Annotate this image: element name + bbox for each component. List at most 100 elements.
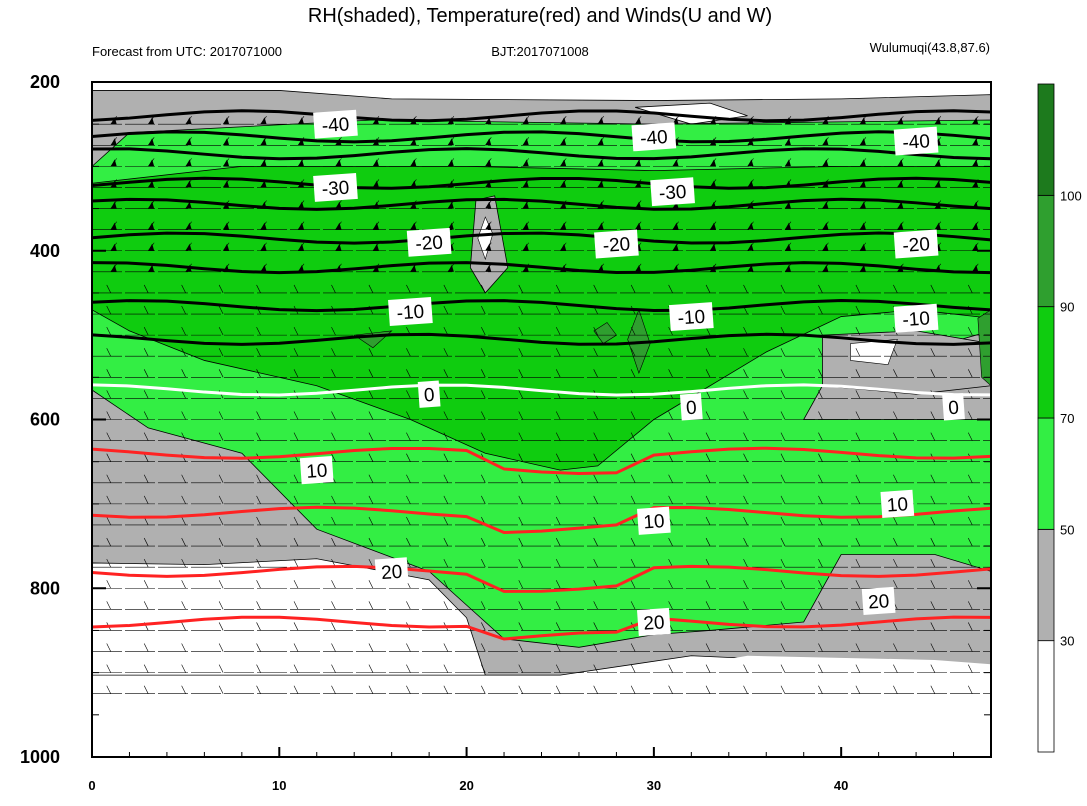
wind-barb: [256, 622, 261, 631]
wind-barb: [968, 411, 973, 420]
wind-barb-flag: [672, 222, 679, 230]
wind-barb-flag: [110, 264, 117, 272]
wind-barb: [855, 559, 861, 568]
wind-barb: [368, 474, 374, 483]
contour-label-text: 20: [643, 612, 666, 634]
wind-barb: [181, 601, 186, 610]
wind-barb: [555, 537, 561, 547]
wind-barb: [668, 474, 673, 483]
wind-barb: [481, 305, 486, 315]
wind-barb: [855, 326, 861, 336]
wind-barb-flag: [747, 243, 754, 251]
wind-barb-flag: [710, 222, 717, 230]
wind-barb: [630, 348, 636, 357]
wind-barb: [368, 390, 374, 399]
wind-barb: [705, 664, 711, 673]
wind-barb: [518, 348, 524, 357]
wind-barb: [818, 390, 823, 399]
wind-barb: [331, 685, 336, 694]
wind-barb: [930, 580, 936, 589]
wind-barb: [143, 601, 149, 610]
wind-barb-flag: [672, 159, 679, 167]
wind-barb: [218, 432, 224, 441]
wind-barb: [968, 580, 973, 589]
contour-label-box: [631, 122, 677, 152]
rh-band-0-30-lower-right: [635, 655, 991, 676]
wind-barb: [743, 580, 748, 589]
wind-barb-flag: [148, 243, 155, 251]
wind-barb: [593, 474, 598, 483]
wind-barb: [181, 622, 186, 631]
wind-barb-flag: [260, 159, 267, 167]
colorbar-swatch: [1037, 194, 1055, 308]
wind-barb: [818, 432, 823, 441]
wind-barb-flag: [335, 222, 342, 230]
wind-barb-flag: [110, 201, 117, 209]
contour-label-box: [313, 173, 358, 202]
wind-barb: [481, 495, 486, 505]
wind-barb-flag: [223, 117, 230, 125]
wind-barb: [218, 348, 224, 357]
wind-barb: [555, 453, 561, 462]
wind-barb-flag: [260, 243, 267, 251]
wind-barb-flag: [372, 243, 379, 251]
wind-barb-flag: [635, 222, 642, 230]
contour-label-text: -20: [902, 234, 931, 257]
wind-barb: [218, 516, 224, 526]
wind-barb: [893, 432, 898, 441]
wind-barb: [893, 348, 898, 357]
wind-barb-flag: [822, 222, 829, 230]
contour-label-text: 20: [380, 562, 403, 584]
wind-barb: [143, 643, 149, 652]
wind-barb: [293, 495, 299, 505]
wind-barb-flag: [784, 138, 791, 146]
wind-barb: [443, 643, 449, 652]
wind-barb-flag: [897, 180, 904, 188]
wind-barb-flag: [110, 138, 117, 146]
wind-barb: [780, 411, 786, 420]
wind-barb-flag: [148, 117, 155, 125]
chart-title: RH(shaded), Temperature(red) and Winds(U…: [308, 5, 772, 27]
wind-barb: [555, 474, 561, 483]
wind-barb-flag: [185, 201, 192, 209]
wind-barb: [555, 326, 561, 336]
contour-label-box: [388, 297, 433, 326]
wind-barb: [443, 685, 449, 694]
wind-barb: [181, 580, 186, 589]
wind-barb: [555, 369, 561, 378]
wind-barb: [368, 326, 374, 336]
contour-label: 0: [679, 393, 703, 421]
wind-barb: [630, 326, 636, 336]
wind-barb: [106, 369, 111, 378]
wind-barb-flag: [635, 117, 642, 125]
wind-barb: [518, 580, 524, 589]
wind-barb: [593, 348, 598, 357]
wind-barb: [818, 453, 823, 462]
wind-barb-flag: [897, 159, 904, 167]
wind-barb-flag: [335, 201, 342, 209]
wind-barb: [143, 685, 149, 694]
wind-barb-flag: [148, 180, 155, 188]
wind-barb-flag: [298, 243, 305, 251]
wind-barb: [481, 432, 486, 441]
wind-barb: [218, 411, 224, 420]
wind-barb: [818, 495, 823, 505]
wind-barb: [630, 432, 636, 441]
temperature-contour--10: [92, 332, 991, 346]
wind-barb: [593, 284, 598, 294]
wind-barb: [968, 326, 973, 336]
wind-barb-flag: [148, 159, 155, 167]
wind-barb: [181, 643, 186, 652]
wind-barb: [555, 643, 561, 652]
contour-label-text: 20: [867, 591, 890, 613]
wind-barb: [968, 685, 973, 694]
wind-barb-flag: [185, 138, 192, 146]
wind-barb: [855, 432, 861, 441]
wind-barb: [368, 685, 374, 694]
wind-barb: [968, 369, 973, 378]
wind-barb: [668, 580, 673, 589]
wind-barb-flag: [148, 264, 155, 272]
wind-barb: [668, 432, 673, 441]
